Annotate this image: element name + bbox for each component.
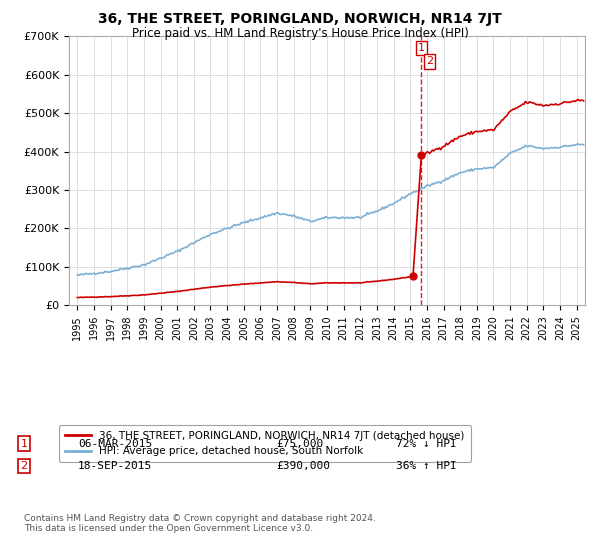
Text: 2: 2 [426, 57, 433, 67]
Text: 72% ↓ HPI: 72% ↓ HPI [396, 438, 457, 449]
Text: 18-SEP-2015: 18-SEP-2015 [78, 461, 152, 471]
Text: 1: 1 [418, 43, 425, 53]
Text: 36% ↑ HPI: 36% ↑ HPI [396, 461, 457, 471]
Text: 1: 1 [20, 438, 28, 449]
Text: 06-MAR-2015: 06-MAR-2015 [78, 438, 152, 449]
Legend: 36, THE STREET, PORINGLAND, NORWICH, NR14 7JT (detached house), HPI: Average pri: 36, THE STREET, PORINGLAND, NORWICH, NR1… [59, 424, 471, 463]
Text: 2: 2 [20, 461, 28, 471]
Text: £75,000: £75,000 [276, 438, 323, 449]
Text: £390,000: £390,000 [276, 461, 330, 471]
Text: Price paid vs. HM Land Registry's House Price Index (HPI): Price paid vs. HM Land Registry's House … [131, 27, 469, 40]
Text: 36, THE STREET, PORINGLAND, NORWICH, NR14 7JT: 36, THE STREET, PORINGLAND, NORWICH, NR1… [98, 12, 502, 26]
Text: Contains HM Land Registry data © Crown copyright and database right 2024.
This d: Contains HM Land Registry data © Crown c… [24, 514, 376, 534]
